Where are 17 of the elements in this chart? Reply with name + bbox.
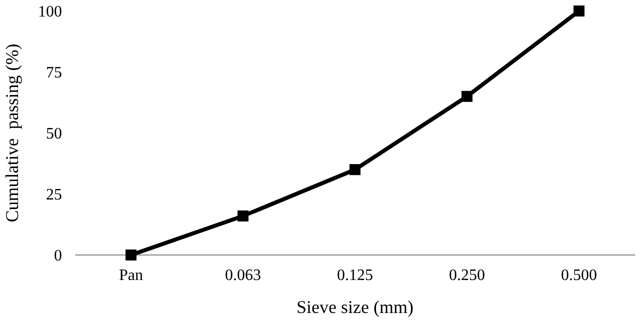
- point: [574, 6, 584, 16]
- y-tick-label: 50: [46, 126, 62, 143]
- y-tick-label: 100: [38, 4, 62, 21]
- x-tick-label: 0.125: [337, 267, 373, 284]
- x-tick-label: Pan: [119, 267, 143, 284]
- x-axis-title: Sieve size (mm): [296, 297, 414, 317]
- x-tick-label: 0.500: [561, 267, 597, 284]
- x-tick-label: 0.063: [225, 267, 261, 284]
- point: [126, 250, 136, 260]
- y-tick-label: 25: [46, 186, 62, 204]
- point: [350, 164, 360, 176]
- y-axis-title: Cumulative passing (%): [2, 44, 22, 222]
- y-tick-label: 75: [46, 64, 62, 82]
- point: [462, 90, 472, 102]
- y-tick-label: 0: [54, 248, 62, 265]
- point: [238, 210, 248, 222]
- x-tick-label: 0.250: [449, 267, 485, 284]
